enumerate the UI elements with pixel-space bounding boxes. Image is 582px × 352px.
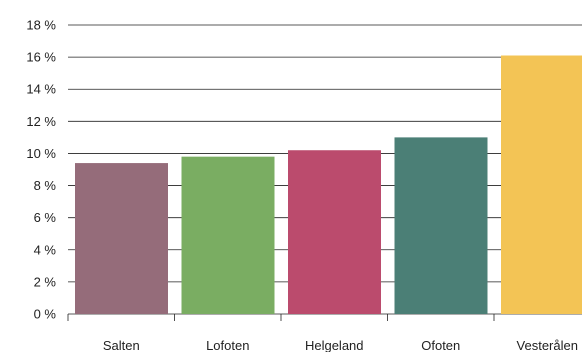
bar-vesterålen (501, 55, 582, 314)
y-axis-ticks: 0 % 2 % 4 % 6 % 8 % 10 % 12 % 14 % 16 % 18 % (26, 18, 56, 322)
category-label: Salten (103, 338, 140, 352)
bar-ofoten (394, 137, 488, 314)
bars (75, 55, 582, 314)
y-tick-label: 12 % (26, 114, 56, 129)
y-tick-label: 14 % (26, 82, 56, 97)
y-tick-label: 2 % (34, 274, 57, 289)
y-tick-label: 0 % (34, 307, 57, 322)
category-label: Ofoten (421, 338, 460, 352)
bar-lofoten (181, 156, 275, 314)
y-tick-label: 18 % (26, 18, 56, 33)
y-tick-label: 10 % (26, 146, 56, 161)
category-label: Lofoten (206, 338, 249, 352)
category-label: Helgeland (305, 338, 364, 352)
y-tick-label: 6 % (34, 210, 57, 225)
x-axis-ticks: Salten Lofoten Helgeland Ofoten Vesterålen (67, 314, 578, 352)
y-tick-label: 16 % (26, 50, 56, 65)
bar-salten (75, 163, 168, 314)
y-tick-label: 8 % (34, 178, 57, 193)
bar-helgeland (288, 150, 381, 314)
y-tick-label: 4 % (34, 242, 57, 257)
category-label: Vesterålen (517, 338, 578, 352)
